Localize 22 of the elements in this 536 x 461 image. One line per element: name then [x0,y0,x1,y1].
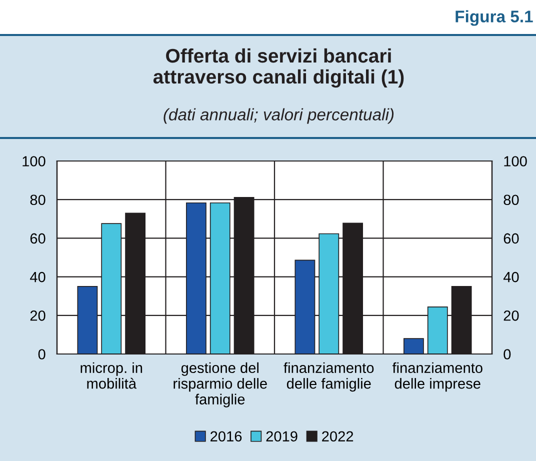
y2-tick-label: 40 [503,272,519,282]
y-tick-label: 80 [30,194,46,206]
y-tick-label: 0 [38,349,46,360]
chart-title: Offerta di servizi bancari attraverso canali digitali (1) [153,48,404,88]
y-tick-label: 40 [30,272,46,282]
y2-tick-label: 80 [504,194,519,206]
x-tick-label: finanziamento delle imprese [392,362,482,392]
y-tick-label: 20 [30,310,46,321]
chart-subtitle: (dati annuali; valori percentuali) [164,108,394,124]
y-tick-label: 60 [30,233,46,244]
x-tick-label: microp. in mobilità [80,362,142,389]
y2-tick-label: 20 [504,310,519,321]
legend-label: 2022 [322,431,354,442]
y2-tick-label: 60 [504,233,519,244]
legend-label: 2016 [210,431,242,442]
y2-tick-label: 0 [504,349,511,360]
x-tick-label: finanziamento delle famiglie [284,362,374,392]
x-tick-label: gestione del risparmio delle famiglie [174,362,267,408]
legend-label: 2019 [266,431,298,442]
text: Figura 5.1 [456,10,533,26]
y-tick-label: 100 [22,156,46,166]
y2-tick-label: 100 [504,156,527,166]
